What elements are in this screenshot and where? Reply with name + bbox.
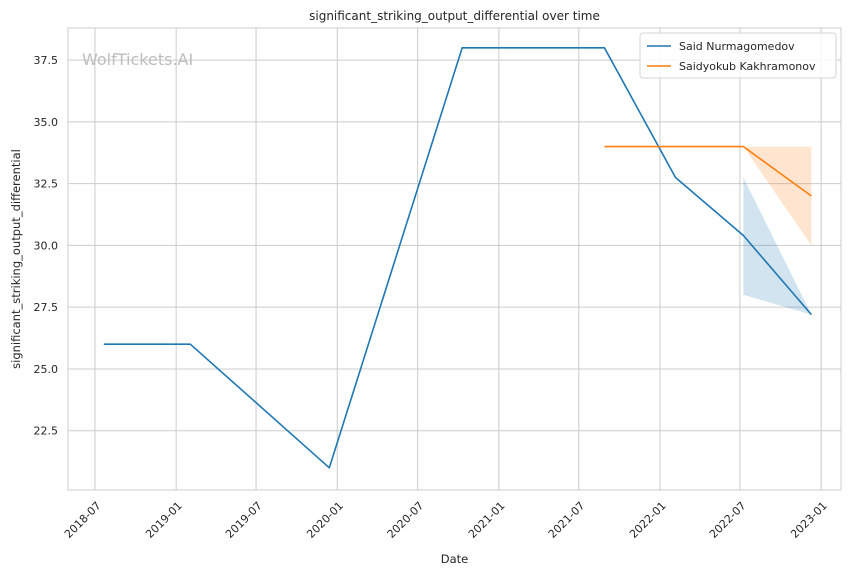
x-tick-label: 2022-01 [627, 499, 669, 541]
x-tick-label: 2020-01 [304, 499, 346, 541]
plot-area [67, 27, 842, 491]
confidence-band-1 [743, 146, 812, 246]
x-tick-label: 2019-07 [223, 499, 265, 541]
x-tick-label: 2023-01 [788, 499, 830, 541]
x-axis-title: Date [441, 552, 469, 566]
x-tick-label: 2021-01 [466, 499, 508, 541]
series-lines [103, 46, 813, 469]
x-tick-label: 2019-01 [143, 499, 185, 541]
series-line-1 [604, 145, 812, 197]
legend-box [639, 32, 837, 79]
legend-label-1: Saidyokub Kakhramonov [679, 60, 816, 73]
confidence-bands [743, 146, 812, 315]
watermark: WolfTickets.AI [82, 50, 193, 69]
legend-label-0: Said Nurmagomedov [679, 40, 795, 53]
y-tick-label: 25.0 [34, 363, 59, 376]
y-tick-label: 35.0 [34, 116, 59, 129]
grid-lines [68, 28, 841, 490]
y-tick-label: 30.0 [34, 239, 59, 252]
y-tick-label: 32.5 [34, 178, 59, 191]
x-tick-label: 2018-07 [62, 499, 104, 541]
legend: Said Nurmagomedov Saidyokub Kakhramonov [639, 32, 837, 79]
y-tick-label: 37.5 [34, 54, 59, 67]
x-tick-label: 2020-07 [385, 499, 427, 541]
x-tick-label: 2022-07 [707, 499, 749, 541]
confidence-band-0 [743, 177, 812, 315]
series-line-0 [103, 46, 813, 469]
chart-title: significant_striking_output_differential… [309, 9, 600, 23]
y-tick-label: 22.5 [34, 425, 59, 438]
x-tick-label: 2021-07 [546, 499, 588, 541]
y-axis-title: significant_striking_output_differential [9, 149, 23, 369]
y-tick-label: 27.5 [34, 301, 59, 314]
